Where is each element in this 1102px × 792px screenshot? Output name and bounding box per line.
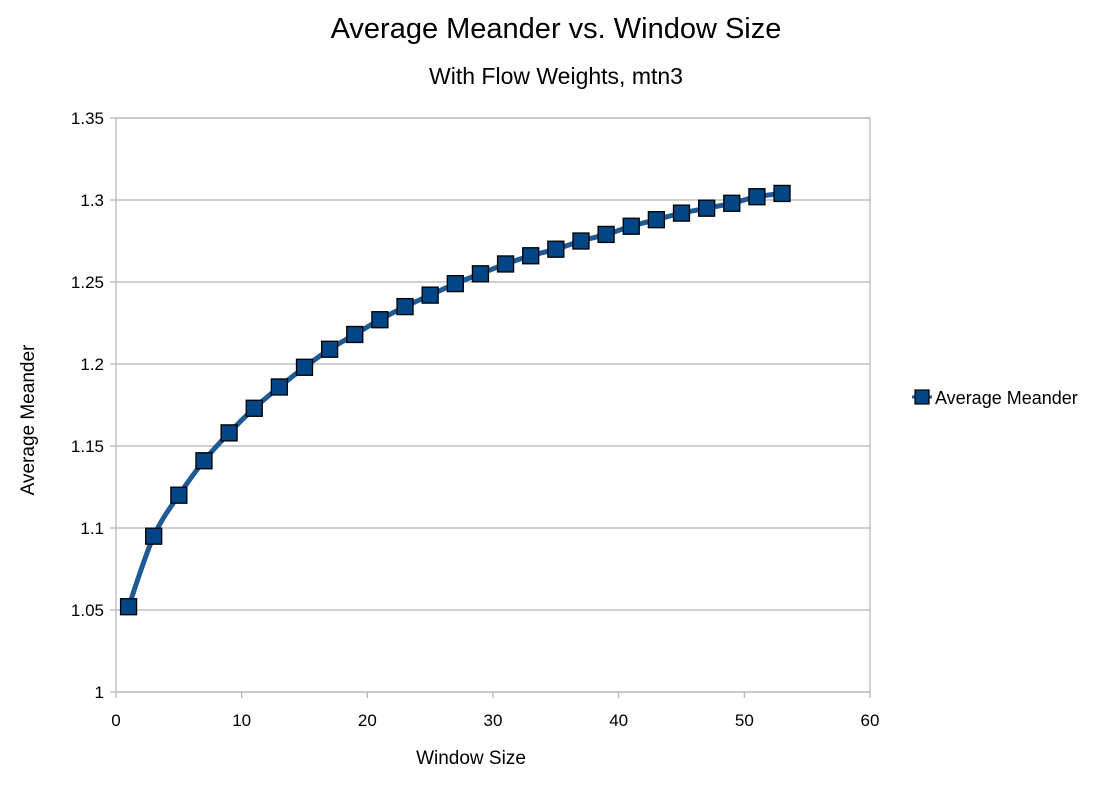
- data-point-marker: [572, 232, 590, 250]
- y-tick-label: 1.35: [71, 109, 104, 128]
- y-tick-label: 1.05: [71, 601, 104, 620]
- data-point-marker: [371, 311, 389, 329]
- data-point-marker: [145, 527, 163, 545]
- data-point-marker: [647, 211, 666, 229]
- y-tick-label: 1.15: [71, 437, 104, 456]
- x-tick-label: 20: [358, 711, 377, 730]
- y-tick-label: 1.2: [80, 355, 104, 374]
- x-tick-label: 60: [861, 711, 880, 730]
- data-point-marker: [723, 194, 741, 212]
- data-point-marker: [672, 204, 691, 222]
- x-axis-label: Window Size: [416, 748, 526, 769]
- data-point-marker: [446, 274, 464, 293]
- x-tick-label: 10: [232, 711, 251, 730]
- data-point-marker: [245, 399, 263, 417]
- data-point-marker: [697, 199, 716, 217]
- y-tick-label: 1.1: [80, 519, 104, 538]
- series-line: [126, 190, 783, 608]
- data-point-marker: [471, 265, 490, 283]
- x-tick-label: 50: [735, 711, 754, 730]
- legend: Average Meander: [912, 388, 1078, 408]
- data-point-marker: [220, 424, 238, 442]
- data-point-marker: [748, 188, 766, 206]
- data-point-marker: [597, 225, 615, 244]
- data-point-marker: [320, 340, 339, 358]
- x-tick-label: 40: [609, 711, 628, 730]
- data-point-marker: [195, 452, 213, 470]
- data-point-marker: [547, 240, 565, 258]
- data-point-marker: [622, 217, 640, 235]
- legend-label: Average Meander: [935, 388, 1078, 408]
- y-tick-label: 1: [95, 683, 104, 702]
- data-point-marker: [170, 486, 188, 504]
- data-point-marker: [421, 286, 439, 304]
- data-point-marker: [270, 378, 289, 396]
- chart-subtitle: With Flow Weights, mtn3: [429, 63, 683, 89]
- data-point-marker: [346, 325, 364, 344]
- legend-marker-swatch: [914, 389, 930, 405]
- chart-title: Average Meander vs. Window Size: [331, 13, 782, 45]
- y-tick-label: 1.25: [71, 273, 104, 292]
- axis-ticks: 1 1.05 1.1 1.15 1.2 1.25 1.3 1.35 0 10 20 30 40 50 60: [71, 109, 880, 730]
- y-tick-label: 1.3: [80, 191, 104, 210]
- data-point-marker: [773, 184, 791, 203]
- y-axis-label: Average Meander: [18, 344, 39, 495]
- data-point-marker: [496, 255, 515, 273]
- grid-lines: [116, 117, 870, 693]
- data-point-marker: [396, 297, 414, 316]
- data-point-marker: [119, 598, 138, 616]
- data-point-marker: [295, 358, 314, 376]
- x-tick-label: 30: [484, 711, 503, 730]
- x-tick-label: 0: [111, 711, 120, 730]
- data-point-marker: [522, 247, 540, 265]
- series-average-meander: [119, 184, 791, 616]
